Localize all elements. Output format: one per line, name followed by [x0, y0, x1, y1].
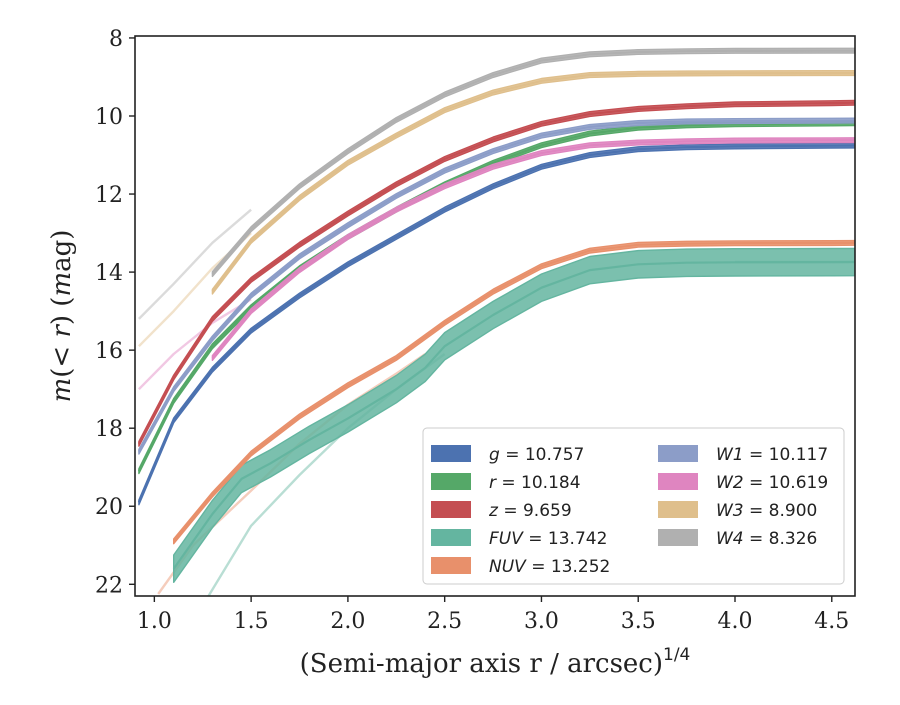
legend-label-g: g = 10.757 [489, 445, 584, 465]
y-tick-label: 14 [95, 261, 123, 286]
x-axis-ticks: 1.0 1.5 2.0 2.5 3.0 3.5 4.0 4.5 [137, 596, 849, 634]
legend-swatch-nuv [431, 557, 471, 574]
legend-swatch-w3 [658, 501, 698, 518]
x-tick-label: 2.0 [330, 609, 365, 634]
y-tick-label: 20 [95, 495, 123, 520]
legend-swatch-r [431, 473, 471, 490]
x-tick-label: 4.0 [718, 609, 753, 634]
legend-label-w1: W1 = 10.117 [716, 445, 828, 465]
legend-swatch-w1 [658, 445, 698, 462]
x-axis-label: (Semi-major axis r / arcsec)1/4 [300, 645, 691, 679]
legend-label-z: z = 9.659 [488, 501, 572, 521]
legend: g = 10.757 r = 10.184 z = 9.659 FUV = 13.74… [423, 428, 844, 584]
y-tick-label: 16 [95, 339, 123, 364]
legend-label-w3: W3 = 8.900 [716, 501, 817, 521]
x-tick-label: 2.5 [427, 609, 462, 634]
x-tick-label: 3.5 [621, 609, 656, 634]
y-axis-ticks: 8 10 12 14 16 18 20 22 [95, 27, 135, 598]
x-tick-label: 1.0 [137, 609, 172, 634]
legend-label-w4: W4 = 8.326 [716, 529, 817, 549]
y-tick-label: 8 [109, 27, 123, 52]
legend-label-fuv: FUV = 13.742 [489, 529, 607, 549]
y-tick-label: 12 [95, 183, 123, 208]
legend-label-w2: W2 = 10.619 [716, 473, 828, 493]
series-line-r [139, 123, 855, 471]
legend-label-nuv: NUV = 13.252 [489, 557, 610, 577]
legend-swatch-w4 [658, 529, 698, 546]
x-tick-label: 3.0 [524, 609, 559, 634]
legend-swatch-w2 [658, 473, 698, 490]
y-tick-label: 18 [95, 417, 123, 442]
legend-swatch-fuv [431, 529, 471, 546]
legend-swatch-g [431, 445, 471, 462]
y-axis-label: m(< r) (mag) [47, 230, 77, 403]
series-band-r [139, 121, 855, 474]
x-tick-label: 4.5 [814, 609, 849, 634]
legend-label-r: r = 10.184 [489, 473, 581, 493]
x-tick-label: 1.5 [234, 609, 269, 634]
legend-swatch-z [431, 501, 471, 518]
y-tick-label: 22 [95, 573, 123, 598]
y-tick-label: 10 [95, 105, 123, 130]
